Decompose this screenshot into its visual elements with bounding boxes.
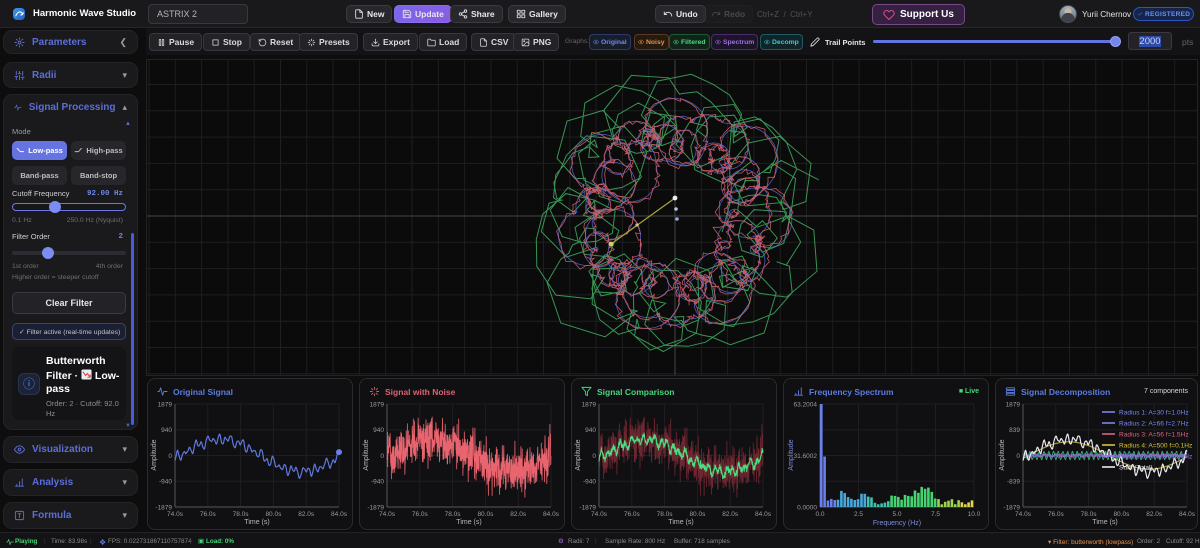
svg-text:Time (s): Time (s) (668, 519, 693, 526)
svg-text:-940: -940 (583, 479, 596, 486)
svg-text:Time (s): Time (s) (456, 519, 481, 526)
svg-text:1879: 1879 (370, 401, 385, 408)
svg-text:0: 0 (592, 453, 596, 460)
svg-text:0.0: 0.0 (815, 511, 824, 518)
svg-text:78.0s: 78.0s (445, 511, 462, 518)
svg-text:76.0s: 76.0s (1048, 511, 1065, 518)
svg-text:82.0s: 82.0s (1146, 511, 1163, 518)
svg-text:74.0s: 74.0s (167, 511, 184, 518)
svg-text:Frequency (Hz): Frequency (Hz) (873, 520, 921, 527)
svg-text:Radius 2: A=66 f=2.7Hz: Radius 2: A=66 f=2.7Hz (1119, 421, 1189, 428)
svg-text:74.0s: 74.0s (591, 511, 608, 518)
svg-text:Amplitude: Amplitude (363, 439, 370, 470)
svg-text:Radius 5: A=30 f=10.0Hz: Radius 5: A=30 f=10.0Hz (1119, 454, 1192, 461)
svg-text:1879: 1879 (582, 401, 597, 408)
svg-text:0: 0 (168, 453, 172, 460)
svg-text:84.0s: 84.0s (331, 511, 348, 518)
svg-text:10.0: 10.0 (968, 511, 981, 518)
svg-text:Radius 3: A=56 f=1.5Hz: Radius 3: A=56 f=1.5Hz (1119, 432, 1189, 439)
svg-text:7.5: 7.5 (931, 511, 940, 518)
svg-text:0: 0 (1016, 453, 1020, 460)
svg-text:Amplitude: Amplitude (575, 439, 582, 470)
svg-text:Amplitude: Amplitude (788, 439, 795, 470)
svg-text:78.0s: 78.0s (1081, 511, 1098, 518)
svg-text:-839: -839 (1007, 479, 1020, 486)
svg-text:-1879: -1879 (579, 504, 596, 511)
svg-text:1879: 1879 (1006, 401, 1021, 408)
svg-text:80.0s: 80.0s (265, 511, 282, 518)
svg-text:82.0s: 82.0s (722, 511, 739, 518)
svg-text:31.6002: 31.6002 (794, 453, 818, 460)
svg-text:Amplitude: Amplitude (999, 439, 1006, 470)
svg-text:78.0s: 78.0s (233, 511, 250, 518)
svg-text:76.0s: 76.0s (412, 511, 429, 518)
svg-text:80.0s: 80.0s (689, 511, 706, 518)
svg-text:76.0s: 76.0s (624, 511, 641, 518)
svg-text:84.0s: 84.0s (543, 511, 560, 518)
svg-text:82.0s: 82.0s (510, 511, 527, 518)
svg-text:1879: 1879 (158, 401, 173, 408)
svg-text:940: 940 (585, 427, 596, 434)
svg-text:74.0s: 74.0s (1015, 511, 1032, 518)
svg-text:82.0s: 82.0s (298, 511, 315, 518)
svg-text:0.0000: 0.0000 (797, 504, 817, 511)
svg-text:Amplitude: Amplitude (151, 439, 158, 470)
svg-text:-1879: -1879 (367, 504, 384, 511)
svg-text:-1879: -1879 (155, 504, 172, 511)
svg-text:80.0s: 80.0s (477, 511, 494, 518)
svg-text:0: 0 (380, 453, 384, 460)
svg-text:Radius 4: A=500 f=0.1Hz: Radius 4: A=500 f=0.1Hz (1119, 443, 1192, 450)
svg-text:84.0s: 84.0s (755, 511, 772, 518)
svg-text:-1879: -1879 (1003, 504, 1020, 511)
svg-text:78.0s: 78.0s (657, 511, 674, 518)
svg-text:940: 940 (161, 427, 172, 434)
svg-text:2.5: 2.5 (854, 511, 863, 518)
svg-text:80.0s: 80.0s (1113, 511, 1130, 518)
svg-text:63.2004: 63.2004 (794, 401, 818, 408)
svg-text:76.0s: 76.0s (200, 511, 217, 518)
svg-text:940: 940 (373, 427, 384, 434)
svg-text:84.0s: 84.0s (1179, 511, 1196, 518)
svg-text:Radius 1: A=30 f=1.0Hz: Radius 1: A=30 f=1.0Hz (1119, 410, 1189, 417)
svg-text:Time (s): Time (s) (244, 519, 269, 526)
svg-text:5.0: 5.0 (892, 511, 901, 518)
svg-text:-940: -940 (159, 479, 172, 486)
svg-text:Sum (Total): Sum (Total) (1119, 465, 1153, 472)
svg-text:74.0s: 74.0s (379, 511, 396, 518)
svg-text:-940: -940 (371, 479, 384, 486)
svg-text:839: 839 (1009, 427, 1020, 434)
svg-text:Time (s): Time (s) (1092, 519, 1117, 526)
